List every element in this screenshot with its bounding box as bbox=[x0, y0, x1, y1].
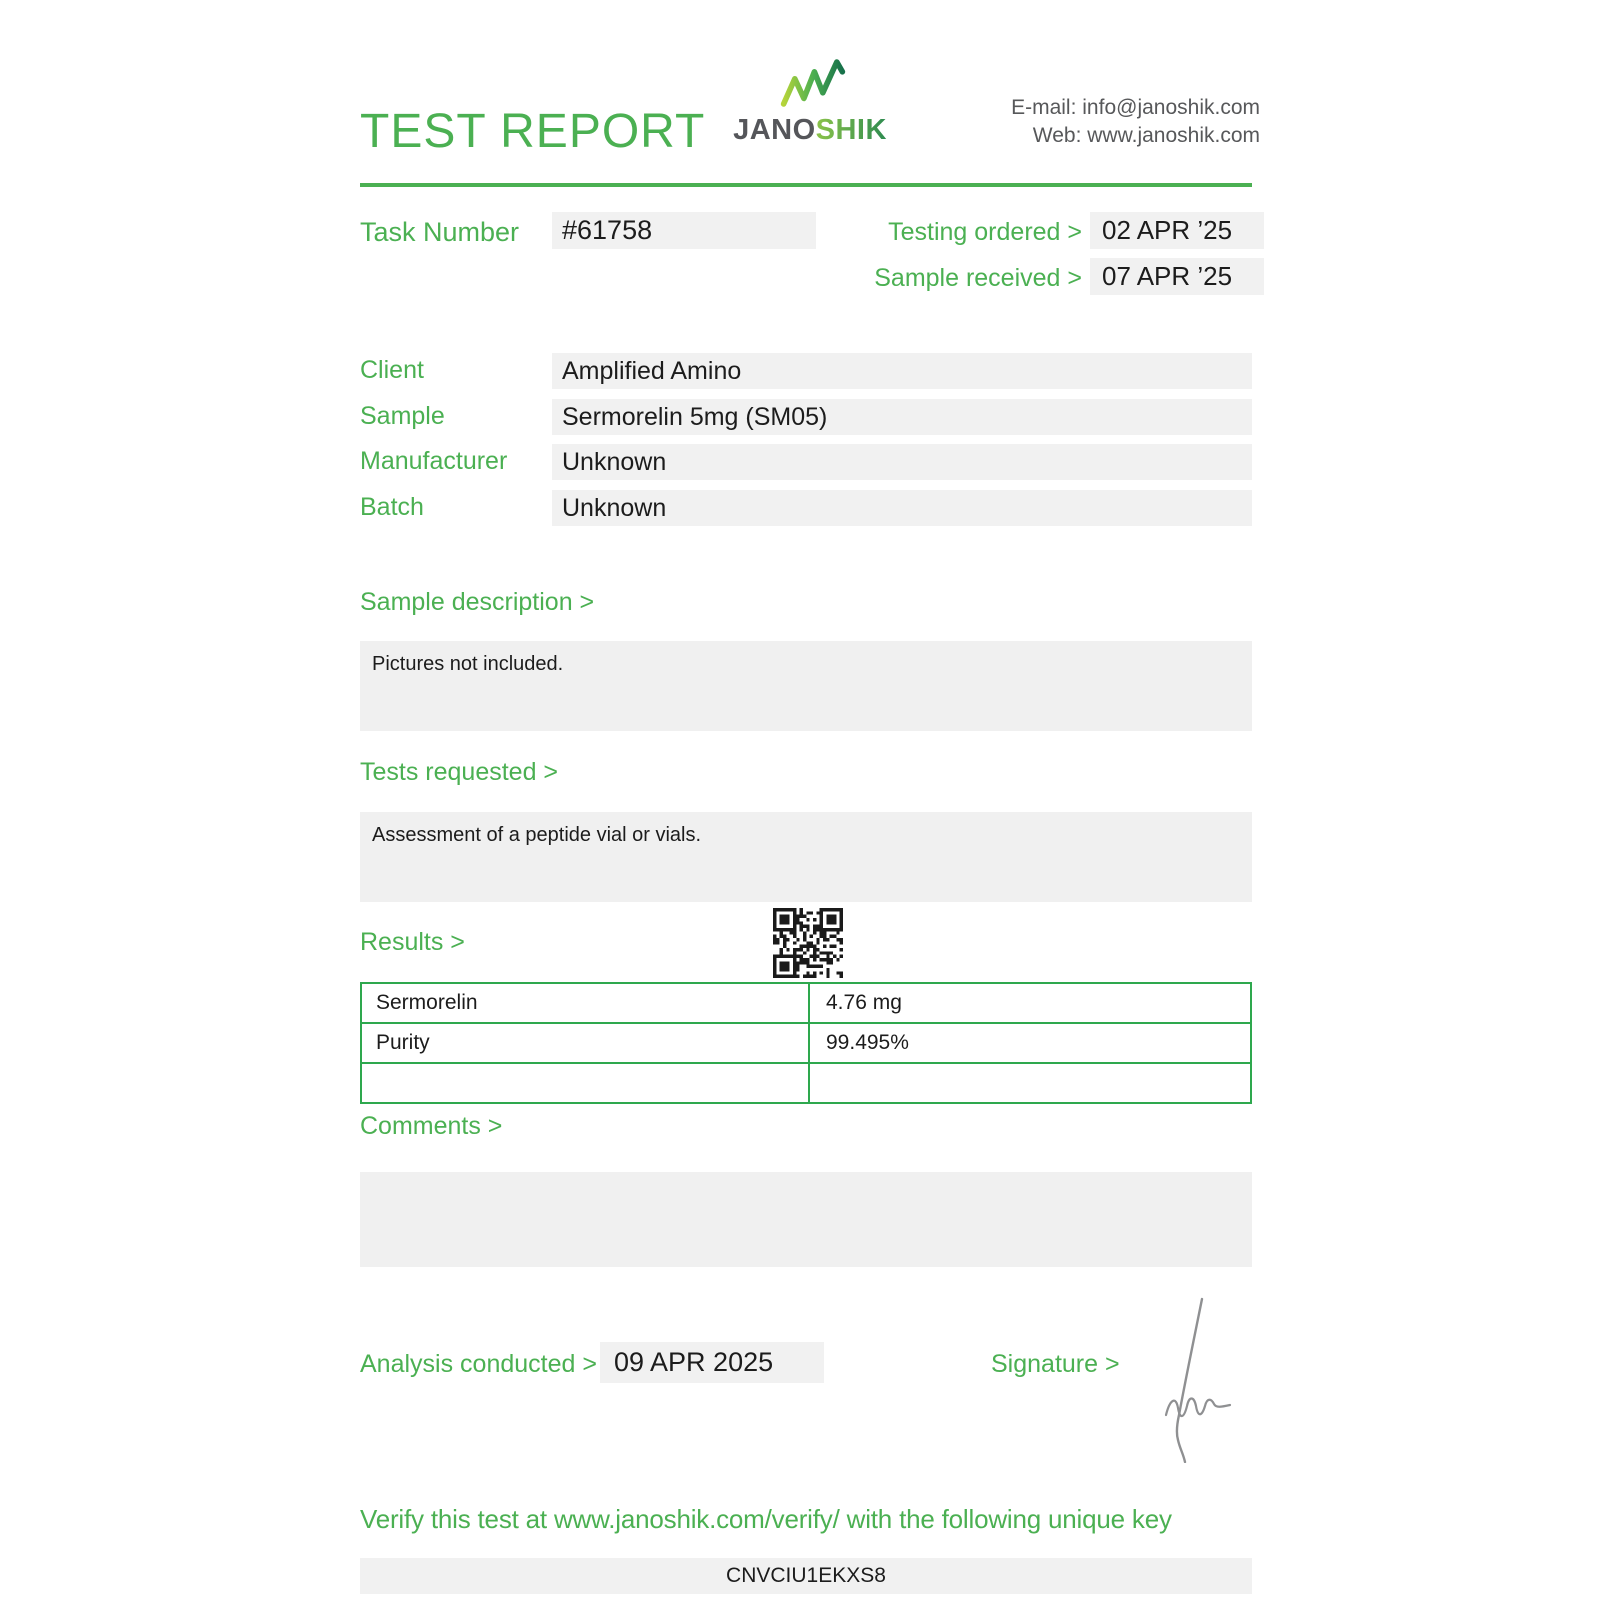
tests-requested-text: Assessment of a peptide vial or vials. bbox=[372, 824, 702, 846]
contact-info: E-mail: info@janoshik.com Web: www.janos… bbox=[1011, 94, 1260, 150]
analysis-conducted-label: Analysis conducted > bbox=[360, 1350, 597, 1378]
janoshik-chart-icon bbox=[780, 59, 846, 107]
testing-ordered-value: 02 APR ’25 bbox=[1090, 212, 1264, 249]
sample-description-text: Pictures not included. bbox=[372, 653, 564, 675]
results-table: Sermorelin 4.76 mg Purity 99.495% bbox=[360, 982, 1252, 1104]
handwritten-signature bbox=[1164, 1297, 1232, 1463]
sample-received-value: 07 APR ’25 bbox=[1090, 258, 1264, 295]
task-number-label: Task Number bbox=[360, 217, 520, 247]
result-value: 4.76 mg bbox=[826, 991, 902, 1014]
qr-code bbox=[773, 908, 843, 978]
table-row: Purity 99.495% bbox=[362, 1022, 1250, 1062]
brand-shik: SHIK bbox=[815, 114, 887, 146]
sample-description-box: Pictures not included. bbox=[360, 641, 1252, 731]
header-divider bbox=[360, 183, 1252, 187]
brand-jano: JANO bbox=[733, 114, 816, 146]
batch-value: Unknown bbox=[552, 490, 1252, 526]
result-name: Sermorelin bbox=[362, 984, 810, 1022]
task-number-value: #61758 bbox=[552, 212, 816, 249]
unique-key-value: CNVCIU1EKXS8 bbox=[360, 1558, 1252, 1594]
brand-wordmark: JANOSHIK bbox=[730, 114, 890, 147]
manufacturer-label: Manufacturer bbox=[360, 447, 508, 475]
comments-box bbox=[360, 1172, 1252, 1267]
batch-label: Batch bbox=[360, 493, 424, 521]
tests-requested-heading: Tests requested > bbox=[360, 758, 559, 786]
page-title: TEST REPORT bbox=[360, 105, 706, 158]
table-row bbox=[362, 1062, 1250, 1102]
results-heading: Results > bbox=[360, 928, 465, 956]
result-name: Purity bbox=[362, 1024, 810, 1062]
client-label: Client bbox=[360, 356, 424, 384]
sample-label: Sample bbox=[360, 402, 445, 430]
sample-received-label: Sample received > bbox=[874, 264, 1082, 292]
table-row: Sermorelin 4.76 mg bbox=[362, 984, 1250, 1022]
sample-value: Sermorelin 5mg (SM05) bbox=[552, 399, 1252, 435]
comments-heading: Comments > bbox=[360, 1112, 503, 1140]
contact-web: Web: www.janoshik.com bbox=[1032, 124, 1260, 147]
sample-description-heading: Sample description > bbox=[360, 588, 595, 616]
result-value: 99.495% bbox=[826, 1031, 909, 1054]
result-value bbox=[810, 1064, 1250, 1102]
analysis-date-value: 09 APR 2025 bbox=[600, 1342, 824, 1383]
signature-label: Signature > bbox=[991, 1350, 1120, 1378]
client-value: Amplified Amino bbox=[552, 353, 1252, 389]
result-name bbox=[362, 1064, 810, 1102]
contact-email: E-mail: info@janoshik.com bbox=[1011, 96, 1260, 119]
verify-instructions: Verify this test at www.janoshik.com/ver… bbox=[360, 1504, 1172, 1534]
manufacturer-value: Unknown bbox=[552, 444, 1252, 480]
tests-requested-box: Assessment of a peptide vial or vials. bbox=[360, 812, 1252, 902]
testing-ordered-label: Testing ordered > bbox=[888, 218, 1082, 246]
